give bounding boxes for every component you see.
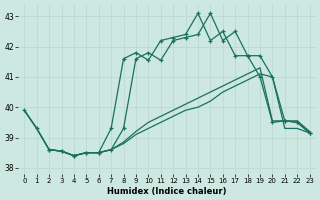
X-axis label: Humidex (Indice chaleur): Humidex (Indice chaleur)	[107, 187, 227, 196]
